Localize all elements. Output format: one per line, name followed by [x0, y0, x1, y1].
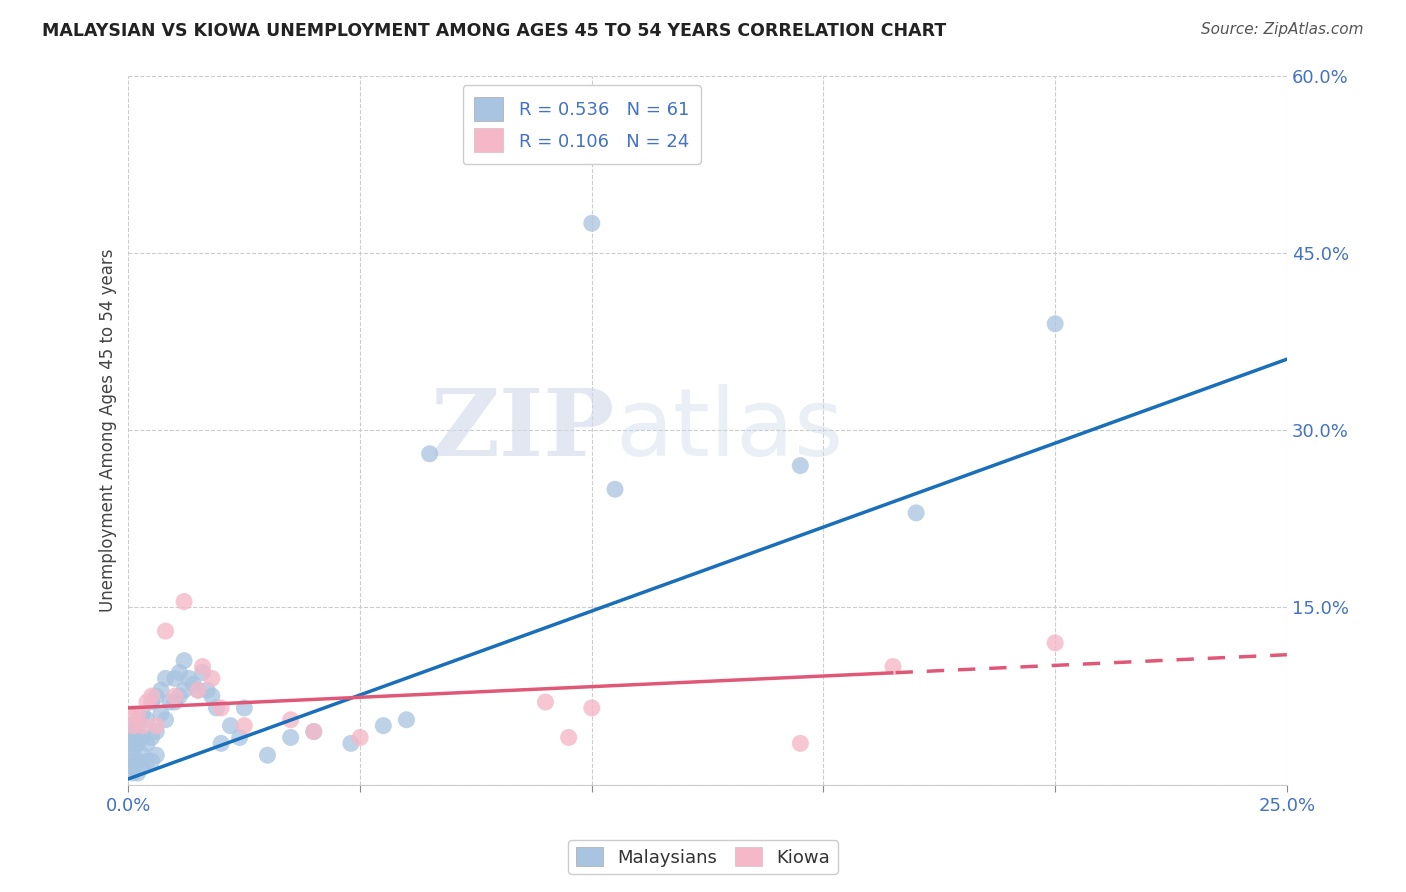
Point: [201, 689, 224, 703]
Point: [145, 724, 167, 739]
Point: [905, 506, 928, 520]
Point: [149, 683, 172, 698]
Point: [136, 713, 159, 727]
Point: [163, 695, 186, 709]
Point: [201, 672, 224, 686]
Point: [127, 706, 149, 721]
Point: [163, 689, 186, 703]
Point: [183, 677, 205, 691]
Point: [141, 695, 163, 709]
Point: [581, 701, 603, 715]
Point: [131, 748, 153, 763]
Point: [136, 695, 159, 709]
Point: [173, 594, 195, 608]
Point: [169, 665, 191, 680]
Point: [1043, 636, 1066, 650]
Point: [209, 736, 232, 750]
Point: [789, 736, 811, 750]
Point: [131, 731, 153, 745]
Point: [191, 659, 214, 673]
Point: [302, 724, 325, 739]
Point: [233, 719, 256, 733]
Text: ZIP: ZIP: [430, 385, 614, 475]
Point: [122, 731, 145, 745]
Legend: Malaysians, Kiowa: Malaysians, Kiowa: [568, 840, 838, 874]
Legend: R = 0.536   N = 61, R = 0.106   N = 24: R = 0.536 N = 61, R = 0.106 N = 24: [463, 86, 702, 164]
Point: [163, 672, 186, 686]
Point: [145, 689, 167, 703]
Point: [122, 719, 145, 733]
Point: [173, 683, 195, 698]
Point: [122, 748, 145, 763]
Point: [127, 766, 149, 780]
Point: [581, 216, 603, 230]
Point: [127, 713, 149, 727]
Point: [141, 754, 163, 768]
Point: [141, 731, 163, 745]
Point: [219, 719, 242, 733]
Point: [131, 760, 153, 774]
Point: [122, 766, 145, 780]
Point: [228, 731, 250, 745]
Point: [280, 713, 302, 727]
Point: [534, 695, 557, 709]
Point: [233, 701, 256, 715]
Point: [373, 719, 395, 733]
Point: [127, 754, 149, 768]
Point: [419, 447, 441, 461]
Point: [195, 683, 218, 698]
Point: [131, 719, 153, 733]
Point: [122, 706, 145, 721]
Y-axis label: Unemployment Among Ages 45 to 54 years: Unemployment Among Ages 45 to 54 years: [100, 248, 117, 612]
Point: [122, 736, 145, 750]
Point: [349, 731, 371, 745]
Point: [1043, 317, 1066, 331]
Point: [149, 706, 172, 721]
Point: [395, 713, 418, 727]
Point: [159, 695, 181, 709]
Point: [603, 482, 626, 496]
Point: [122, 724, 145, 739]
Point: [173, 654, 195, 668]
Point: [340, 736, 363, 750]
Point: [789, 458, 811, 473]
Point: [136, 736, 159, 750]
Point: [187, 683, 209, 698]
Point: [187, 683, 209, 698]
Point: [256, 748, 278, 763]
Point: [127, 724, 149, 739]
Point: [557, 731, 579, 745]
Point: [177, 672, 200, 686]
Point: [127, 736, 149, 750]
Point: [145, 748, 167, 763]
Point: [205, 701, 228, 715]
Point: [131, 706, 153, 721]
Point: [122, 719, 145, 733]
Point: [155, 624, 177, 638]
Point: [155, 713, 177, 727]
Point: [302, 724, 325, 739]
Text: atlas: atlas: [614, 384, 844, 476]
Point: [191, 665, 214, 680]
Point: [280, 731, 302, 745]
Text: Source: ZipAtlas.com: Source: ZipAtlas.com: [1201, 22, 1364, 37]
Text: MALAYSIAN VS KIOWA UNEMPLOYMENT AMONG AGES 45 TO 54 YEARS CORRELATION CHART: MALAYSIAN VS KIOWA UNEMPLOYMENT AMONG AG…: [42, 22, 946, 40]
Point: [209, 701, 232, 715]
Point: [136, 754, 159, 768]
Point: [122, 754, 145, 768]
Point: [145, 719, 167, 733]
Point: [141, 689, 163, 703]
Point: [169, 689, 191, 703]
Point: [882, 659, 904, 673]
Point: [155, 672, 177, 686]
Point: [122, 760, 145, 774]
Point: [122, 742, 145, 756]
